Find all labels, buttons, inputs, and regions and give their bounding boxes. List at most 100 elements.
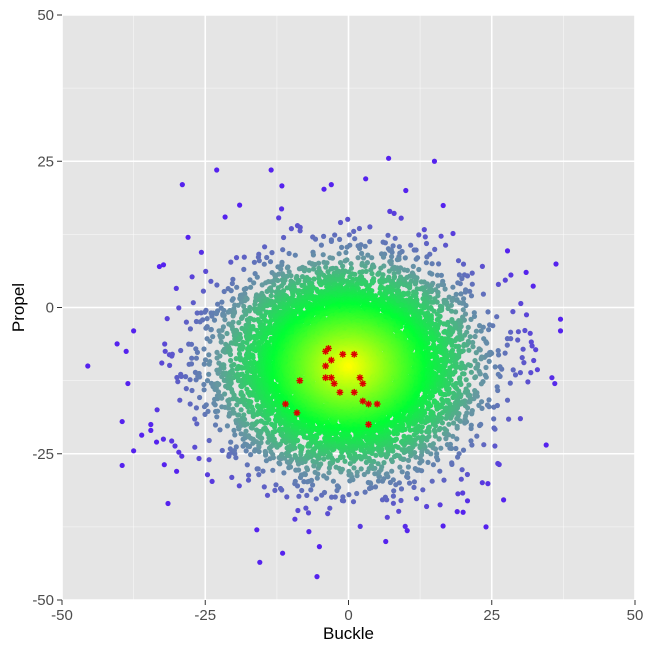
cloud-point xyxy=(434,317,440,323)
cloud-point xyxy=(288,226,294,232)
cloud-point xyxy=(470,344,476,350)
cloud-point xyxy=(466,382,472,388)
cloud-point xyxy=(200,317,206,323)
cloud-point xyxy=(279,206,285,212)
cloud-point xyxy=(461,272,468,278)
cloud-point xyxy=(396,508,402,514)
cloud-point xyxy=(230,313,236,319)
cloud-point xyxy=(423,260,429,266)
cloud-point xyxy=(167,362,173,368)
cloud-point xyxy=(508,329,514,335)
cloud-point xyxy=(517,370,524,376)
cloud-point xyxy=(272,487,278,493)
cloud-point xyxy=(304,492,310,498)
cloud-point xyxy=(390,477,396,483)
cloud-point xyxy=(276,215,282,221)
cloud-point xyxy=(507,380,513,386)
cloud-point xyxy=(446,294,452,300)
cloud-point xyxy=(202,357,209,363)
cloud-point xyxy=(523,312,530,318)
cloud-point xyxy=(201,381,207,388)
cloud-point xyxy=(217,427,223,433)
cloud-point xyxy=(461,296,467,302)
cloud-point xyxy=(443,242,449,248)
cloud-point xyxy=(312,261,318,268)
cloud-point xyxy=(477,422,483,429)
cloud-point xyxy=(367,239,373,245)
cloud-point xyxy=(232,432,238,438)
cloud-point xyxy=(243,428,249,434)
cloud-point xyxy=(467,334,473,340)
cloud-point xyxy=(266,417,272,423)
cloud-point xyxy=(305,510,312,516)
cloud-point xyxy=(482,372,488,378)
cloud-point xyxy=(431,427,437,433)
cloud-point xyxy=(394,257,400,263)
cloud-point xyxy=(313,496,319,502)
cloud-point xyxy=(472,392,478,398)
cloud-point xyxy=(472,333,478,340)
cloud-point xyxy=(321,489,328,496)
cloud-point xyxy=(455,491,461,497)
cloud-point xyxy=(404,470,410,477)
cloud-point xyxy=(321,186,327,192)
cloud-point xyxy=(206,437,212,444)
cloud-point xyxy=(211,317,218,323)
cloud-point xyxy=(312,236,319,242)
cloud-point xyxy=(468,438,474,444)
cloud-point xyxy=(405,464,411,470)
cloud-point xyxy=(380,254,387,260)
cloud-point xyxy=(188,341,195,347)
cloud-point xyxy=(292,452,298,458)
cloud-point xyxy=(221,288,227,295)
cloud-point xyxy=(188,361,195,367)
cloud-point xyxy=(479,480,485,486)
cloud-point xyxy=(491,404,497,410)
cloud-point xyxy=(303,505,309,511)
cloud-point xyxy=(362,489,368,495)
cloud-point xyxy=(197,374,203,380)
cloud-point xyxy=(200,288,206,294)
cloud-point xyxy=(269,288,275,294)
cloud-point xyxy=(201,387,207,393)
cloud-point xyxy=(452,400,458,406)
cloud-point xyxy=(308,487,314,493)
cloud-point xyxy=(351,465,357,471)
cloud-point xyxy=(306,267,312,273)
cloud-point xyxy=(389,254,395,260)
cloud-point xyxy=(464,471,470,478)
cloud-point xyxy=(485,309,491,315)
cloud-point xyxy=(379,464,385,470)
cloud-point xyxy=(284,273,290,279)
cloud-point xyxy=(256,472,262,478)
cloud-point xyxy=(187,377,193,383)
cloud-point xyxy=(235,302,241,308)
cloud-point xyxy=(176,305,182,311)
cloud-point xyxy=(187,326,193,332)
cloud-point xyxy=(241,254,247,260)
cloud-point xyxy=(362,243,368,249)
cloud-point xyxy=(359,250,365,256)
cloud-point xyxy=(522,327,528,334)
cloud-point xyxy=(377,279,383,285)
cloud-point xyxy=(453,291,459,297)
cloud-point xyxy=(404,528,410,534)
cloud-point xyxy=(450,319,456,325)
cloud-point xyxy=(398,497,404,504)
cloud-point xyxy=(279,451,285,457)
cloud-point xyxy=(401,433,407,439)
cloud-point xyxy=(196,455,202,462)
cloud-point xyxy=(398,486,405,492)
cloud-point xyxy=(359,281,365,287)
cloud-point xyxy=(275,285,281,291)
cloud-point xyxy=(402,255,408,261)
cloud-point xyxy=(172,443,178,449)
cloud-point xyxy=(183,386,189,392)
cloud-point xyxy=(306,529,312,535)
cloud-point xyxy=(358,466,364,472)
cloud-point xyxy=(389,468,395,474)
cloud-point xyxy=(411,484,417,490)
cloud-point xyxy=(495,371,501,377)
cloud-point xyxy=(239,315,245,321)
